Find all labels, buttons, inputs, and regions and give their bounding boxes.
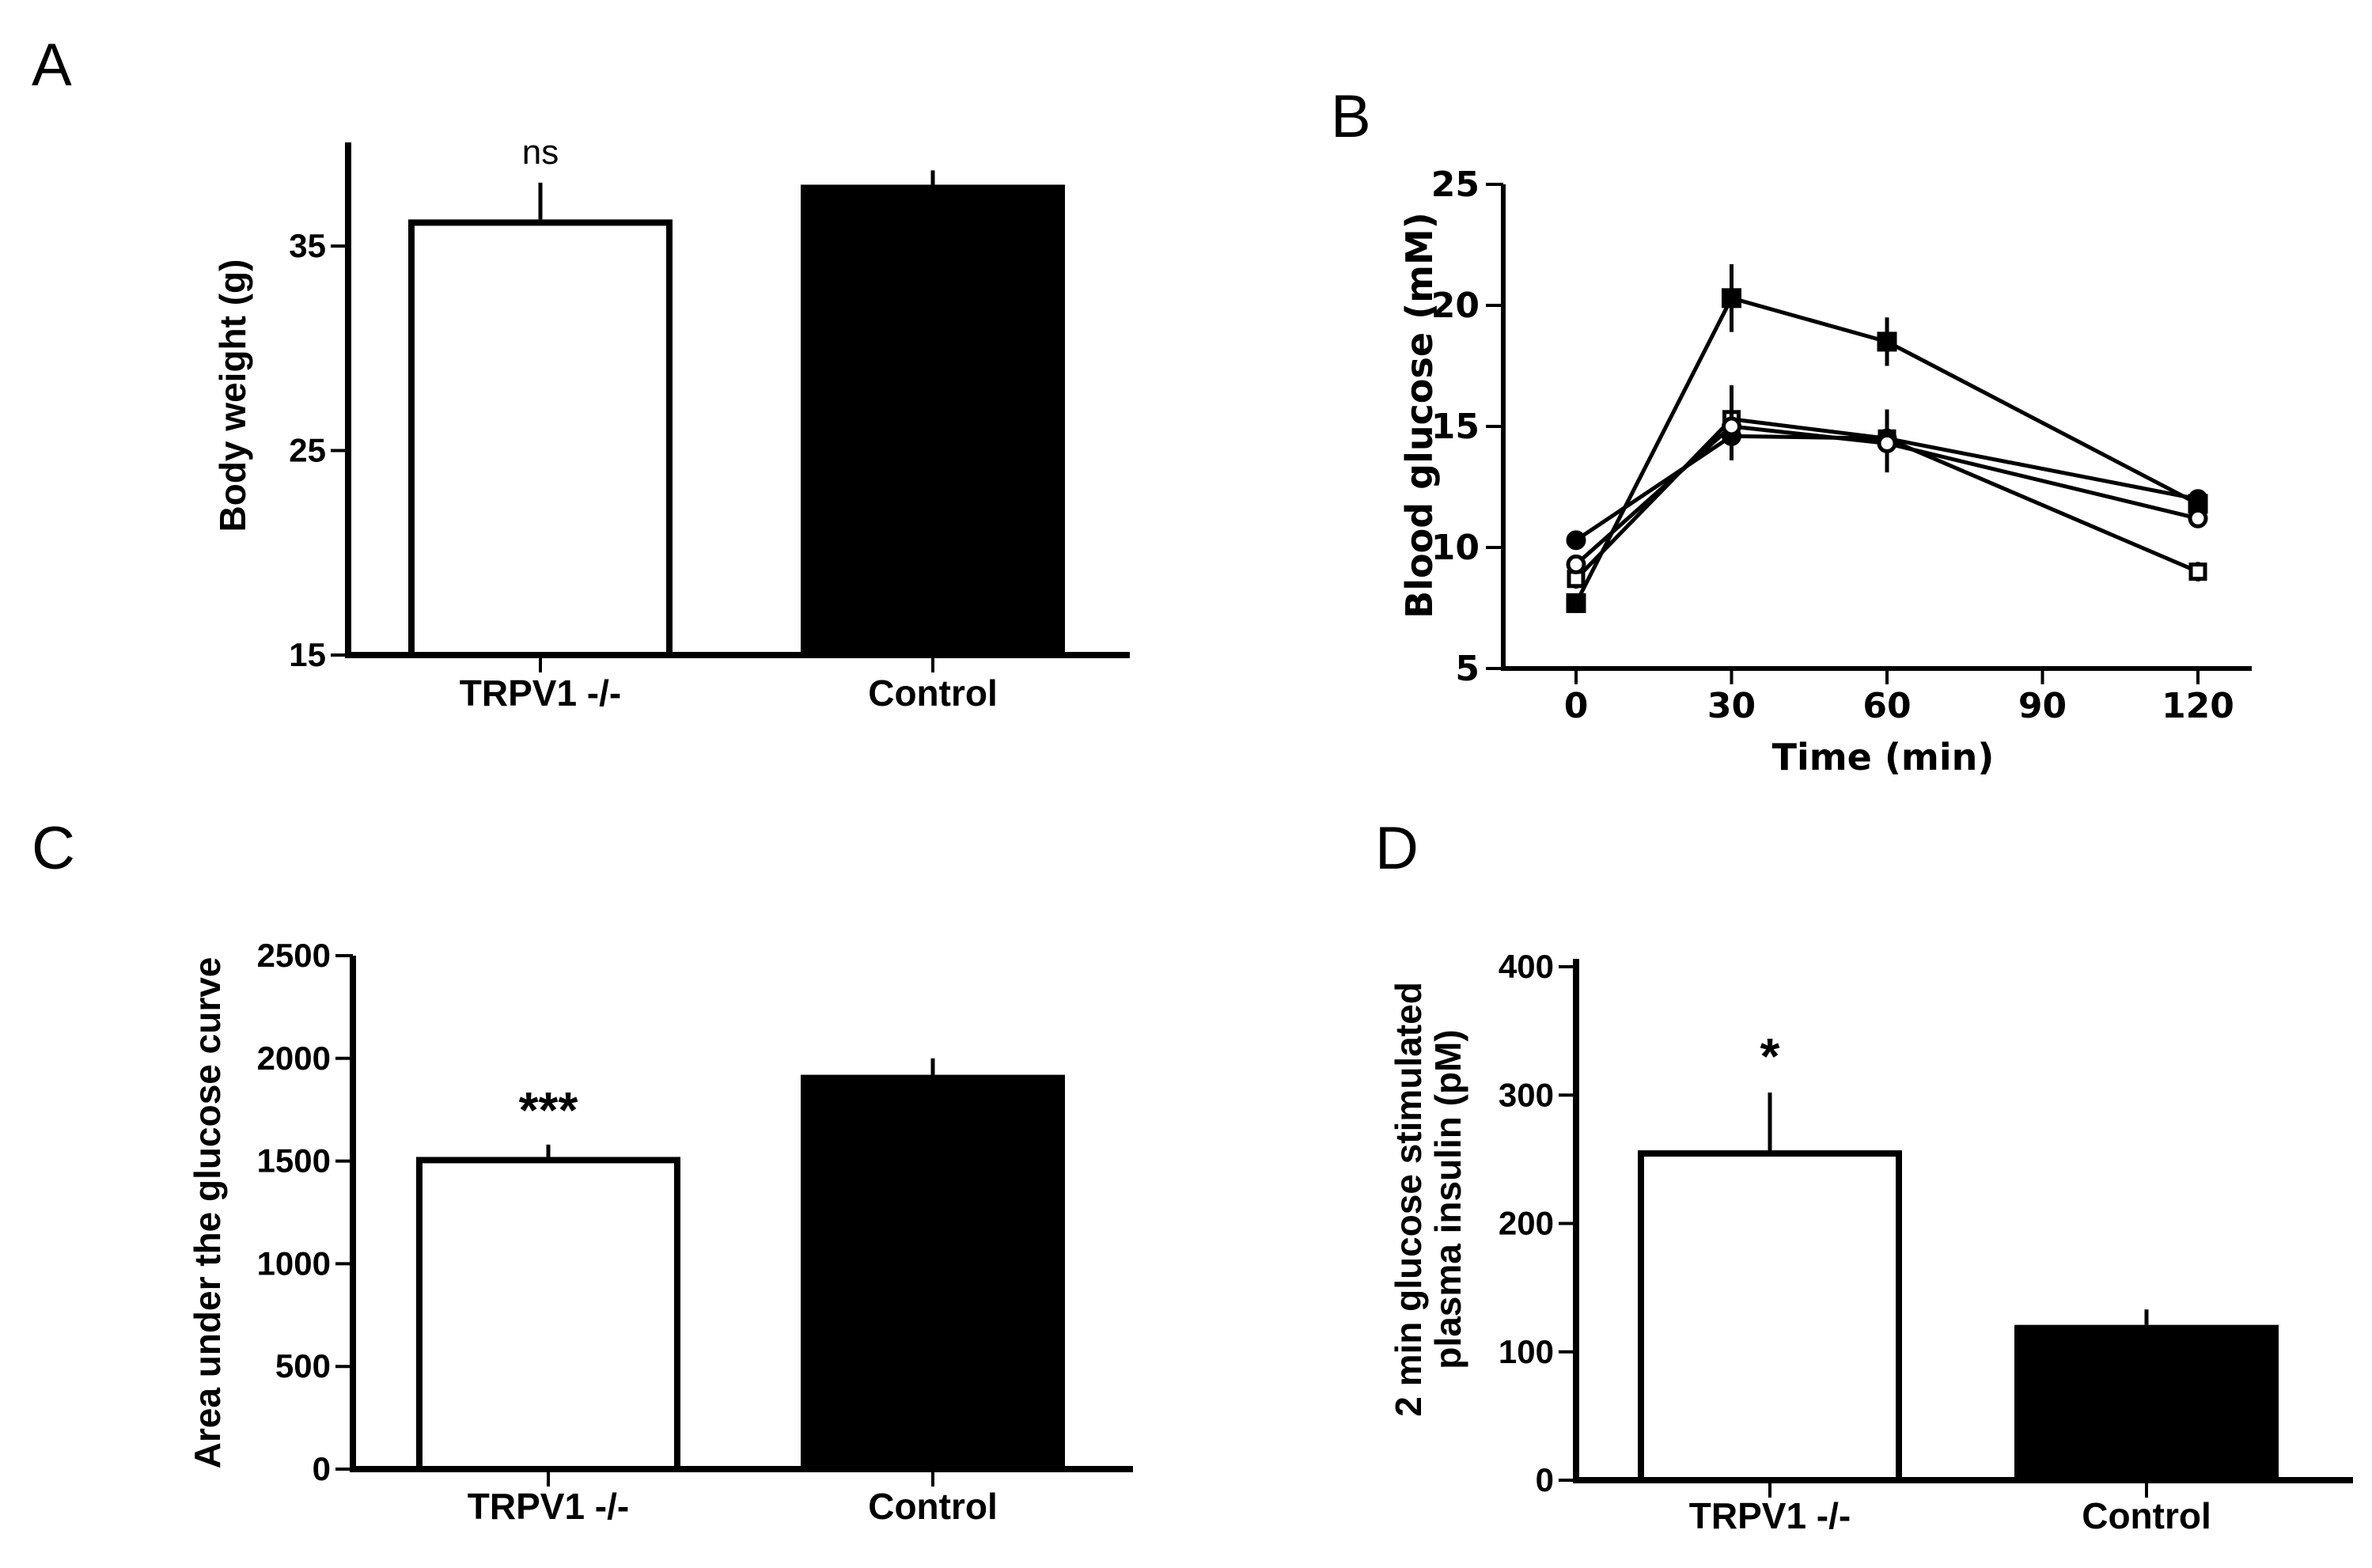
bar [408, 219, 673, 658]
y-tick-label: 2500 [257, 937, 331, 974]
panel-letter-c: C [32, 815, 75, 882]
panel-a-body-weight: 15 25 35 TRPV1 -/- ns Control Body weight (g) [212, 133, 1130, 714]
y-tick-label: 25 [1431, 165, 1480, 205]
y-tick-label: 2000 [257, 1040, 331, 1077]
y-tick-label: 15 [1431, 407, 1480, 447]
panel-letter-d: D [1375, 815, 1419, 882]
category-label: Control [2082, 1495, 2211, 1536]
category-label: TRPV1 -/- [468, 1486, 629, 1527]
x-tick-label: 0 [1564, 686, 1589, 726]
data-point-square-open [2188, 562, 2207, 581]
x-tick-label: 30 [1707, 686, 1756, 726]
y-tick-label: 20 [1431, 286, 1480, 326]
x-tick-label: 60 [1862, 686, 1911, 726]
category-label: TRPV1 -/- [1689, 1495, 1851, 1536]
y-tick-label: 15 [289, 636, 326, 673]
y-axis-label: Blood glucose (mM) [1398, 212, 1441, 619]
bar [2014, 1324, 2279, 1483]
y-tick-label: 100 [1499, 1333, 1554, 1370]
y-tick-label: 400 [1499, 948, 1554, 985]
series-line-filled-square [1574, 295, 2200, 604]
data-point-circle-filled [1566, 530, 1586, 551]
data-point-square-filled [1566, 593, 1586, 613]
y-tick-label: 0 [313, 1450, 331, 1487]
y-tick-label: 0 [1536, 1461, 1554, 1498]
y-axis-label-line2: plasma insulin (pM) [1427, 1029, 1468, 1369]
y-axis-label: 2 min glucose stimulated [1388, 982, 1429, 1417]
y-tick-label: 25 [289, 432, 326, 469]
panel-d-plasma-insulin: 0 100 200 300 400 TRPV1 -/- * Control 2 min gluc… [1388, 948, 2353, 1536]
panel-b-blood-glucose: 5 10 15 20 25 0 30 60 90 120 Time (min) Blood gluco… [1398, 165, 2252, 778]
bar [416, 1157, 680, 1472]
panel-letter-b: B [1331, 83, 1371, 150]
x-axis-label: Time (min) [1772, 736, 1995, 778]
y-tick-label: 1000 [257, 1244, 331, 1282]
data-point-square-filled [1722, 288, 1741, 309]
significance-label: * [1760, 1028, 1780, 1085]
panel-c-glucose-auc: 0 500 1000 1500 2000 2500 TRPV1 -/- *** Control A… [187, 937, 1133, 1527]
x-tick-label: 120 [2162, 686, 2234, 726]
y-tick-label: 10 [1431, 528, 1480, 568]
bar [801, 1074, 1065, 1472]
y-tick-label: 200 [1499, 1205, 1554, 1242]
data-point-circle-open [1877, 433, 1897, 453]
category-label: Control [868, 672, 998, 714]
panel-letter-a: A [32, 32, 72, 99]
y-axis-label: Body weight (g) [212, 259, 253, 532]
data-point-circle-open [1566, 554, 1586, 574]
category-label: TRPV1 -/- [460, 672, 621, 714]
data-point-circle-open [2188, 508, 2208, 528]
y-tick-label: 35 [289, 227, 326, 264]
y-tick-label: 300 [1499, 1076, 1554, 1113]
bar [801, 184, 1065, 658]
series-line-open-square [1574, 417, 2199, 581]
significance-label: ns [522, 133, 559, 172]
series-line-filled-circle [1574, 434, 2199, 542]
y-tick-label: 500 [275, 1347, 331, 1384]
data-point-square-filled [1877, 331, 1897, 352]
bar [1638, 1150, 1902, 1483]
category-label: Control [868, 1486, 998, 1527]
y-tick-label: 1500 [257, 1142, 331, 1180]
y-tick-label: 5 [1455, 649, 1480, 689]
y-axis-label: Area under the glucose curve [187, 957, 228, 1469]
significance-label: *** [519, 1081, 578, 1138]
data-point-circle-filled [2188, 489, 2208, 509]
data-point-circle-open [1722, 416, 1741, 437]
series-line-open-circle [1574, 424, 2199, 566]
x-tick-label: 90 [2018, 686, 2067, 726]
